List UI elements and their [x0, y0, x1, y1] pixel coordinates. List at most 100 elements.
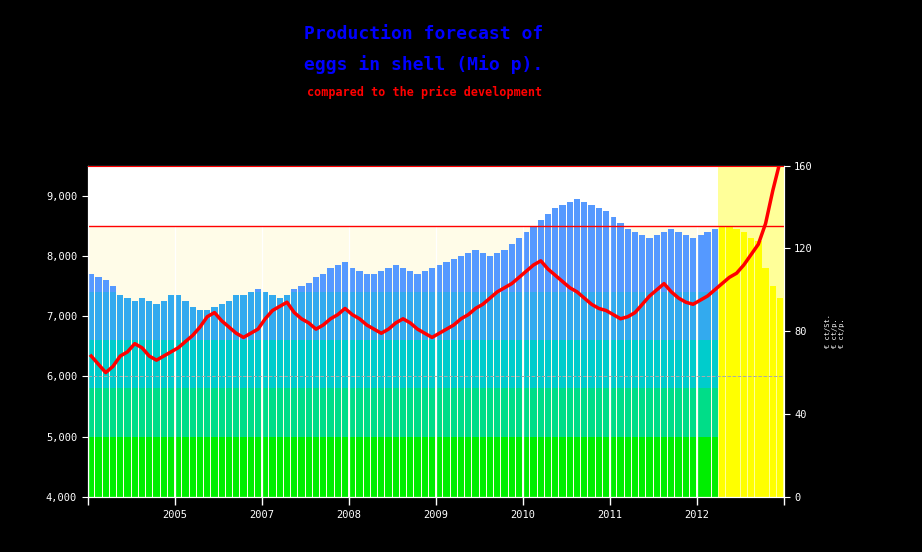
- Bar: [414, 274, 420, 292]
- Bar: [704, 389, 711, 437]
- Bar: [762, 292, 769, 340]
- Bar: [160, 301, 167, 340]
- Bar: [770, 286, 776, 292]
- Bar: [284, 295, 290, 340]
- Bar: [146, 437, 152, 497]
- Bar: [545, 340, 551, 389]
- Bar: [378, 389, 384, 437]
- Bar: [320, 340, 326, 389]
- Bar: [378, 437, 384, 497]
- Bar: [596, 340, 602, 389]
- Bar: [436, 437, 443, 497]
- Bar: [421, 292, 428, 340]
- Bar: [727, 389, 732, 437]
- Bar: [284, 340, 290, 389]
- Bar: [487, 340, 493, 389]
- Bar: [385, 268, 392, 292]
- Bar: [573, 292, 580, 340]
- Bar: [523, 232, 529, 292]
- Bar: [400, 437, 407, 497]
- Bar: [175, 340, 182, 389]
- Bar: [393, 340, 399, 389]
- Bar: [740, 340, 747, 389]
- Bar: [95, 389, 101, 437]
- Bar: [102, 340, 109, 389]
- Bar: [472, 437, 479, 497]
- Bar: [581, 389, 587, 437]
- Bar: [414, 340, 420, 389]
- Bar: [262, 389, 268, 437]
- Bar: [110, 340, 116, 389]
- Bar: [219, 389, 225, 437]
- Bar: [545, 214, 551, 292]
- Bar: [356, 271, 362, 292]
- Bar: [436, 265, 443, 292]
- Bar: [712, 437, 718, 497]
- Bar: [639, 340, 645, 389]
- Bar: [349, 340, 356, 389]
- Bar: [727, 340, 732, 389]
- Bar: [320, 437, 326, 497]
- Bar: [567, 340, 573, 389]
- Bar: [472, 340, 479, 389]
- Bar: [755, 340, 762, 389]
- Bar: [697, 340, 703, 389]
- Bar: [356, 340, 362, 389]
- Bar: [646, 389, 653, 437]
- Bar: [226, 340, 232, 389]
- Bar: [124, 298, 131, 340]
- Bar: [110, 292, 116, 340]
- Bar: [363, 437, 370, 497]
- Bar: [393, 292, 399, 340]
- Bar: [269, 340, 276, 389]
- Bar: [196, 340, 203, 389]
- Bar: [363, 292, 370, 340]
- Bar: [327, 437, 334, 497]
- Bar: [538, 389, 544, 437]
- Bar: [654, 292, 660, 340]
- Bar: [610, 389, 617, 437]
- Bar: [153, 437, 160, 497]
- Bar: [451, 292, 457, 340]
- Bar: [661, 389, 668, 437]
- Bar: [305, 437, 312, 497]
- Bar: [342, 389, 349, 437]
- Bar: [110, 389, 116, 437]
- Bar: [124, 340, 131, 389]
- Bar: [305, 389, 312, 437]
- Bar: [646, 437, 653, 497]
- Bar: [719, 292, 726, 340]
- Bar: [632, 292, 638, 340]
- Bar: [690, 437, 696, 497]
- Bar: [718, 166, 787, 497]
- Bar: [538, 437, 544, 497]
- Bar: [479, 292, 486, 340]
- Bar: [421, 271, 428, 292]
- Bar: [733, 292, 739, 340]
- Bar: [618, 292, 624, 340]
- Bar: [291, 389, 298, 437]
- Bar: [269, 437, 276, 497]
- Bar: [479, 437, 486, 497]
- Bar: [727, 437, 732, 497]
- Bar: [770, 437, 776, 497]
- Bar: [385, 389, 392, 437]
- Bar: [291, 340, 298, 389]
- Bar: [451, 389, 457, 437]
- Bar: [530, 226, 537, 292]
- Bar: [530, 340, 537, 389]
- Bar: [277, 437, 283, 497]
- Bar: [363, 274, 370, 292]
- Bar: [668, 340, 675, 389]
- Bar: [588, 205, 595, 292]
- Bar: [654, 340, 660, 389]
- Bar: [502, 437, 508, 497]
- Bar: [247, 292, 254, 340]
- Bar: [211, 340, 218, 389]
- Bar: [552, 340, 559, 389]
- Bar: [479, 340, 486, 389]
- Bar: [102, 437, 109, 497]
- Bar: [102, 280, 109, 292]
- Bar: [211, 307, 218, 340]
- Bar: [596, 292, 602, 340]
